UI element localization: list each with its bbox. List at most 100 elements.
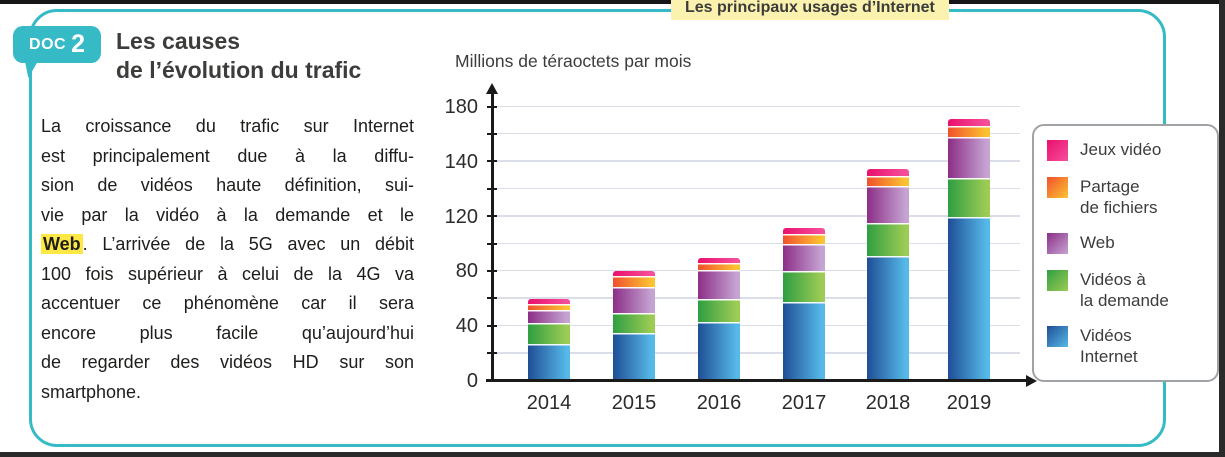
article-line: vie par la vidéo à la demande et le [41,201,414,231]
bar-segment-Vidéos Internet [867,256,909,381]
bar-segment-Vidéos Internet [783,301,825,381]
bar-segment-Web [867,186,909,224]
doc-title-line2: de l’évolution du trafic [116,57,362,83]
gridline [492,324,1020,327]
x-axis-label: 2019 [946,392,992,414]
bar-segment-Partage de fichiers [783,234,825,245]
doc-badge: DOC 2 [13,26,101,63]
doc-badge-number: 2 [71,30,85,58]
y-axis-tick [487,160,497,163]
bar-segment-Vidéos à la demande [528,323,570,345]
y-axis-tick [487,379,497,382]
bar-segment-Partage de fichiers [528,304,570,310]
gridline [492,105,1020,107]
y-axis-tick [487,215,497,218]
bar-segment-Vidéos à la demande [867,223,909,257]
scan-edge-bottom [0,452,1225,457]
gridline [492,269,1020,272]
plot-area: 0 40 80 120 140 180 2014 2015 2016 2017 2018 2019 [445,83,1037,414]
x-axis-arrow-icon [1026,374,1037,387]
bar-2015 [613,271,655,381]
bar-segment-Vidéos à la demande [613,312,655,334]
bar-segment-Web [948,137,990,179]
bar-segment-Partage de fichiers [867,175,909,187]
article-line: de regarder des vidéos HD sur son [41,348,414,378]
x-axis-label: 2015 [611,392,657,414]
bar-segment-Web [698,270,740,299]
bar-segment-Partage de fichiers [613,275,655,287]
article-line: accentuer ce phénomène car il sera [41,289,414,319]
doc-badge-label: DOC [29,35,67,53]
y-axis-arrow-icon [486,83,498,94]
legend-swatch-Partage de fichiers [1047,176,1068,198]
y-axis-label: 180 [444,96,478,118]
y-axis-tick [487,297,497,300]
y-axis-tick [487,242,497,245]
article-line: est principalement due à la diffu- [41,142,414,172]
x-axis [486,379,1028,382]
bar-segment-Vidéos Internet [948,216,990,381]
article-line: smartphone. [41,378,414,408]
gridline [492,242,1020,244]
y-axis-label: 140 [444,150,478,173]
article-text: encore plus facile qu’aujourd’hui [41,322,414,343]
y-axis [491,94,494,382]
article-text: sion de vidéos haute définition, sui- [41,175,414,195]
y-axis-tick [487,324,497,327]
y-axis-label: 40 [455,315,478,338]
y-axis-label: 80 [455,260,478,283]
legend-item: Partage de fichiers [1047,176,1209,218]
bar-2014 [528,298,570,381]
x-axis-label: 2017 [781,392,827,414]
legend-item: Web [1047,232,1209,254]
legend-item: Vidéos Internet [1047,325,1209,367]
article-text: de regarder des vidéos HD sur son [41,352,414,372]
legend-item: Vidéos à la demande [1047,269,1209,311]
gridline [492,160,1020,162]
article-text: est principalement due à la diffu- [41,145,414,166]
gridline [492,215,1020,217]
gridline [492,352,1020,354]
bar-segment-Partage de fichiers [698,263,740,271]
legend-swatch-Vidéos à la demande [1047,269,1068,291]
bar-segment-Vidéos à la demande [783,271,825,302]
y-axis-tick [487,352,497,355]
gridline [492,132,1020,135]
legend-label: Partage de fichiers [1080,176,1158,217]
y-axis-tick [487,132,497,135]
bar-segment-Partage de fichiers [948,126,990,138]
chart-caption-label: Les principaux usages d’Internet [671,0,949,20]
chart-title: Millions de téraoctets par mois [455,51,692,71]
x-axis-label: 2018 [865,392,911,414]
bar-segment-Web [613,286,655,313]
article-line: La croissance du trafic sur Internet [41,112,414,142]
bar-segment-Web [528,309,570,324]
article-line: Web. L’arrivée de la 5G avec un débit [41,230,414,260]
x-axis-label: 2016 [696,392,742,414]
gridline [492,297,1020,299]
article-text: smartphone. [41,381,142,402]
legend-item: Jeux vidéo [1047,139,1209,161]
bar-segment-Vidéos Internet [613,333,655,381]
legend-swatch-Vidéos Internet [1047,326,1068,347]
y-axis-label: 120 [444,205,478,228]
article-text: . L’arrivée de la 5G avec un débit [82,234,414,254]
bar-segment-Vidéos à la demande [698,298,740,323]
bar-segment-Jeux vidéo [613,271,655,276]
article-body: La croissance du trafic sur Internet est … [41,112,414,407]
legend-label: Web [1080,233,1115,252]
legend-swatch-Web [1047,233,1068,254]
bar-segment-Web [783,244,825,272]
x-axis-label: 2014 [526,392,572,414]
legend-swatch-Jeux vidéo [1047,140,1068,161]
bar-2016 [698,257,740,381]
bar-segment-Vidéos Internet [528,344,570,381]
scan-edge-right [1219,0,1225,457]
bar-segment-Jeux vidéo [783,227,825,235]
article-text: La croissance du trafic sur Internet [41,116,414,136]
legend-label: Jeux vidéo [1080,140,1162,159]
article-line: 100 fois supérieur à celui de la 4G va [41,260,414,290]
article-text: 100 fois supérieur à celui de la 4G va [41,263,414,284]
